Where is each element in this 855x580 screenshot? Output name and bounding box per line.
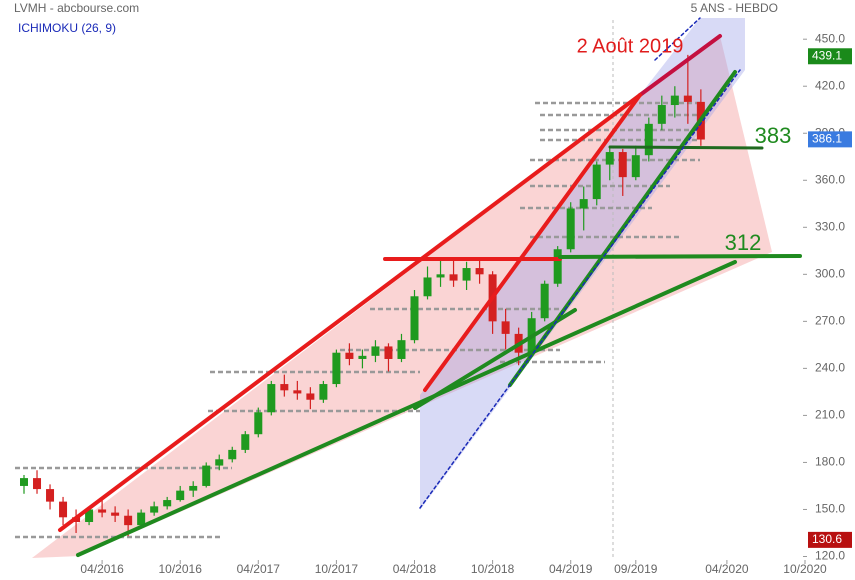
candle-body (423, 277, 432, 297)
candle-body (384, 346, 393, 359)
candle-body (579, 199, 588, 209)
candle-body (85, 509, 94, 522)
chart-subtitle: 5 ANS - HEBDO (691, 1, 778, 15)
indicator-label: ICHIMOKU (26, 9) (18, 21, 116, 35)
candle-body (332, 352, 341, 385)
y-tick-label: 210.0 (815, 408, 845, 422)
candle-body (605, 152, 614, 165)
candle-body (449, 274, 458, 281)
x-tick-label: 04/2020 (705, 562, 749, 576)
price-marker (808, 531, 852, 548)
candle-body (553, 249, 562, 284)
y-tick-label: 330.0 (815, 219, 845, 233)
price-marker-label: 130.6 (812, 532, 842, 546)
candle-body (163, 500, 172, 507)
y-tick-label: 360.0 (815, 172, 845, 186)
annotation: 2 Août 2019 (577, 35, 684, 57)
candle-body (657, 105, 666, 124)
trend-lines (58, 17, 802, 557)
x-tick-label: 10/2020 (783, 562, 827, 576)
candle-body (501, 321, 510, 334)
candle-body (176, 490, 185, 501)
candle-body (540, 283, 549, 319)
x-tick-label: 10/2017 (315, 562, 359, 576)
x-tick-label: 04/2019 (549, 562, 593, 576)
candle-body (280, 384, 289, 391)
candle-body (111, 512, 120, 516)
candle-body (319, 384, 328, 400)
price-marker (808, 48, 852, 65)
y-tick-label: 150.0 (815, 502, 845, 516)
x-tick-label: 04/2017 (237, 562, 281, 576)
candle-body (202, 465, 211, 486)
chart-title: LVMH - abcbourse.com (14, 1, 139, 15)
candle-body (46, 489, 55, 502)
x-tick-label: 09/2019 (614, 562, 658, 576)
candle-body (33, 478, 42, 490)
candle-body (189, 485, 198, 491)
x-tick-label: 10/2018 (471, 562, 515, 576)
candle-body (98, 509, 107, 513)
x-tick-label: 10/2016 (159, 562, 203, 576)
candle-body (462, 268, 471, 281)
y-tick-label: 450.0 (815, 31, 845, 45)
candle-body (137, 512, 146, 526)
candle-body (20, 478, 28, 486)
candle-body (618, 152, 627, 178)
candle-body (124, 515, 133, 526)
candle-body (644, 123, 653, 156)
x-tick-label: 04/2018 (393, 562, 437, 576)
candle-body (150, 506, 159, 513)
candle-body (475, 268, 484, 275)
candle-body (670, 95, 679, 106)
candle-body (241, 434, 250, 450)
y-tick-label: 240.0 (815, 361, 845, 375)
y-tick-label: 420.0 (815, 78, 845, 92)
candle-body (358, 355, 367, 359)
candle-body (254, 412, 263, 435)
candle-body (371, 346, 380, 356)
candle-body (592, 164, 601, 200)
candles (20, 54, 705, 537)
candle-body (683, 95, 692, 102)
candle-body (631, 155, 640, 178)
price-marker-label: 439.1 (812, 48, 842, 62)
candle-body (293, 390, 302, 394)
x-tick-label: 04/2016 (80, 562, 124, 576)
candle-body (397, 340, 406, 359)
y-tick-label: 180.0 (815, 455, 845, 469)
price-marker (808, 131, 852, 148)
candle-body (410, 296, 419, 341)
candle-body (59, 501, 68, 518)
candle-body (267, 384, 276, 413)
annotation: 312 (725, 230, 762, 255)
candle-body (228, 449, 237, 460)
y-tick-label: 120.0 (815, 549, 845, 563)
y-tick-label: 270.0 (815, 314, 845, 328)
candle-body (306, 393, 315, 400)
candle-body (345, 352, 354, 359)
annotation: 383 (755, 123, 792, 148)
candle-body (436, 274, 445, 278)
candle-body (566, 208, 575, 250)
y-tick-label: 300.0 (815, 266, 845, 280)
price-marker-label: 386.1 (812, 132, 842, 146)
candle-body (215, 459, 224, 466)
